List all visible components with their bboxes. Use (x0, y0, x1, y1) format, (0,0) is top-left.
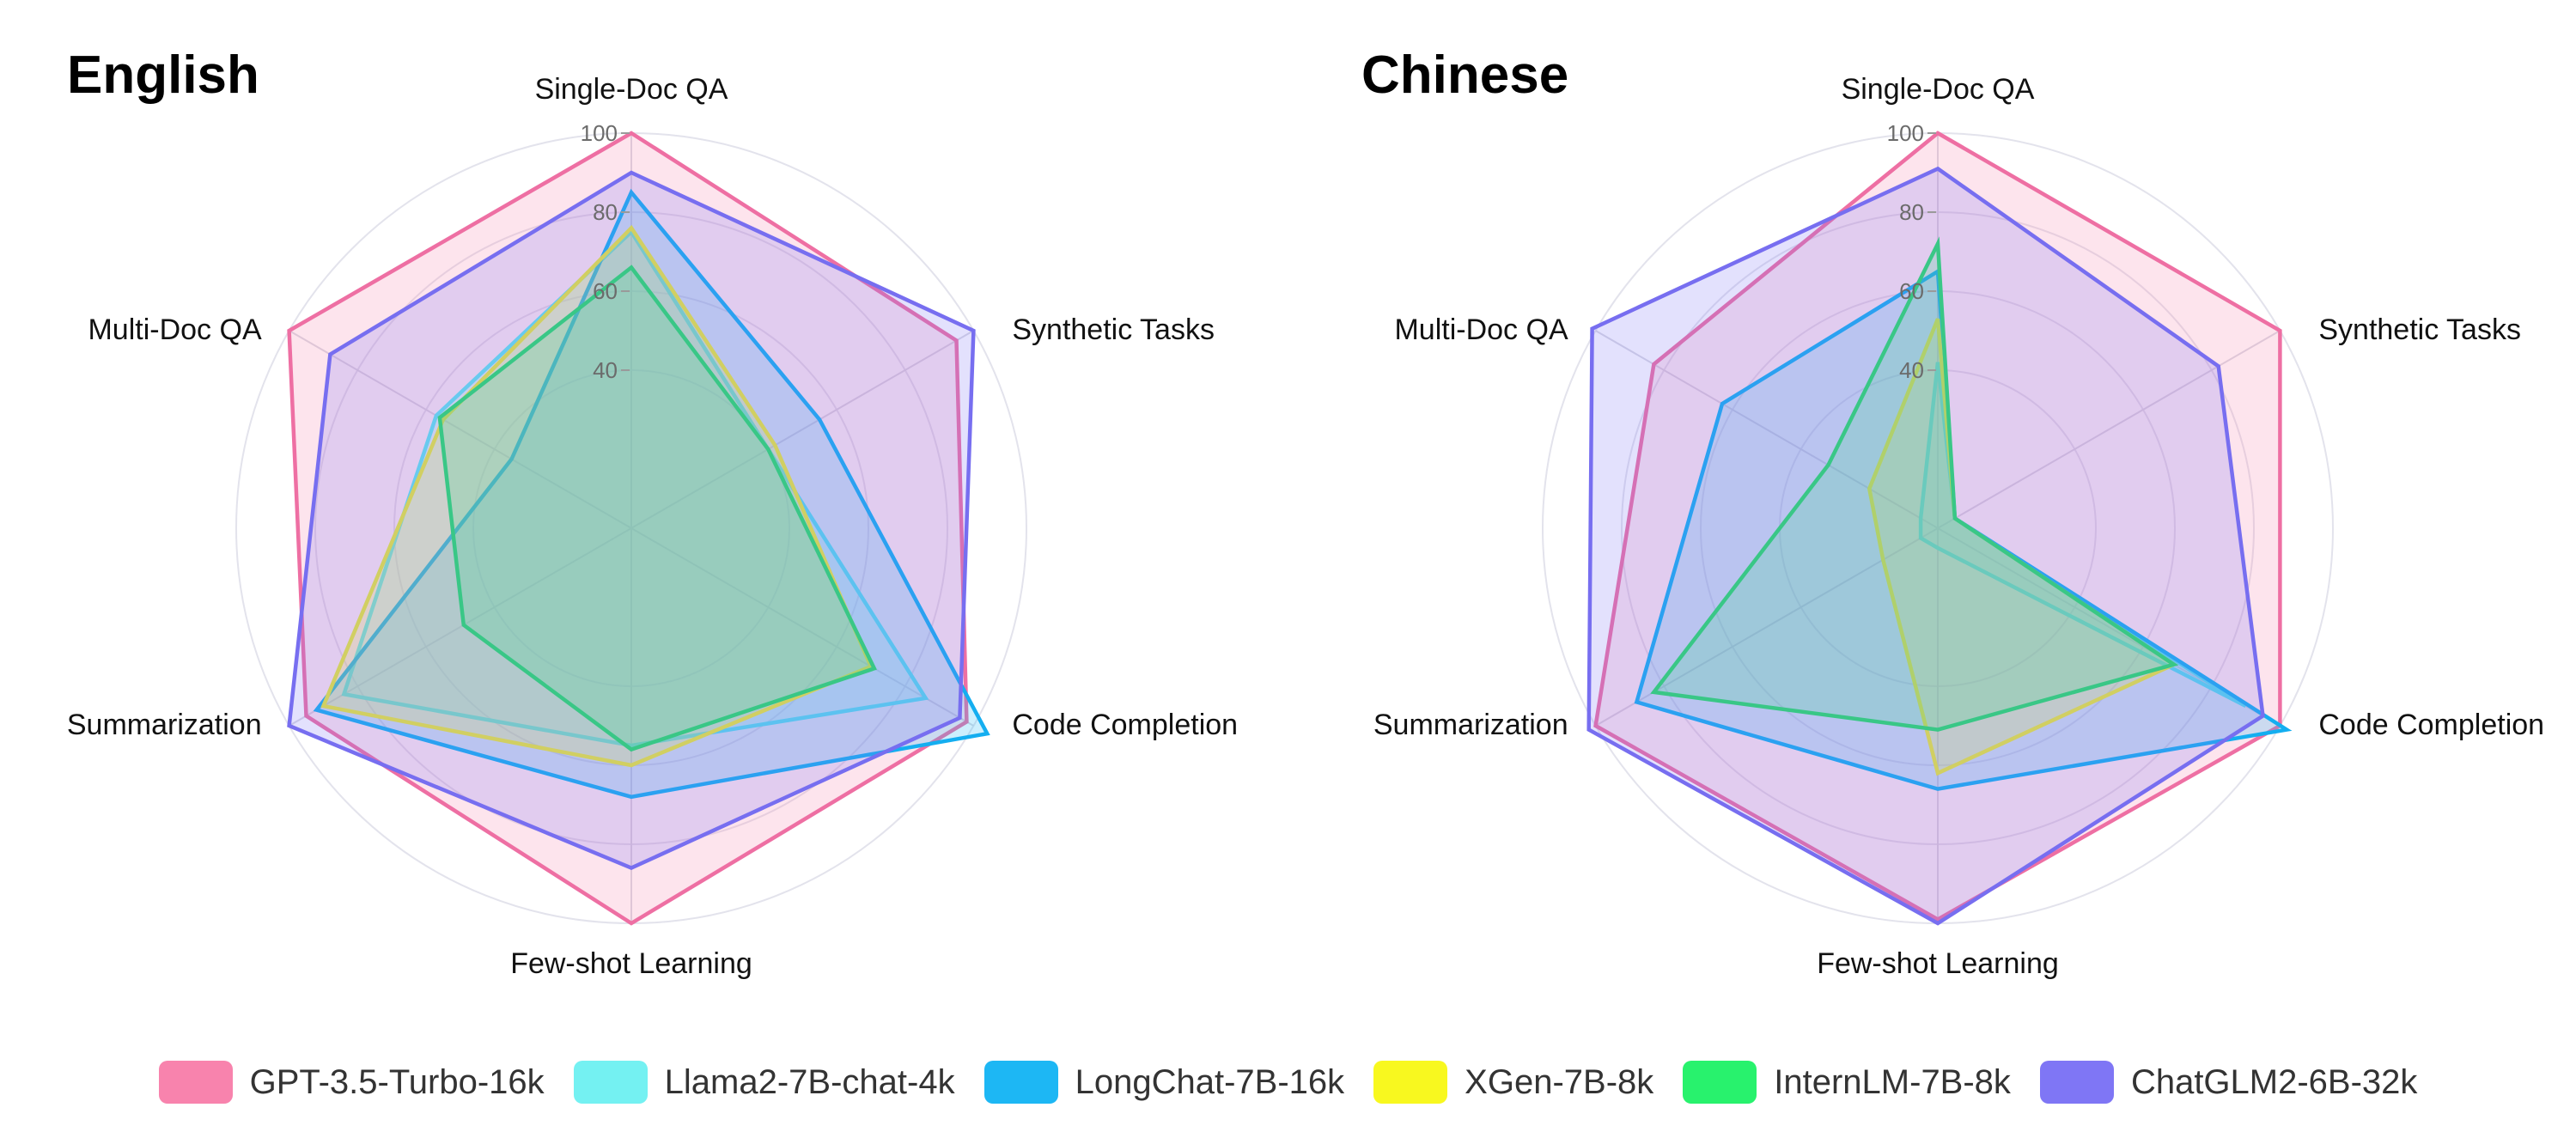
legend-label: Llama2-7B-chat-4k (664, 1062, 955, 1101)
tick-label-60: 60 (593, 278, 618, 304)
chinese-panel-title: Chinese (1361, 46, 1569, 105)
series-chatglm2-6b-32k (1586, 166, 2265, 926)
axis-label-synthetic-tasks: Synthetic Tasks (2318, 313, 2521, 346)
axis-label-summarization: Summarization (67, 709, 262, 741)
tick-label-100: 100 (1887, 120, 1924, 146)
tick-label-60: 60 (1899, 278, 1924, 304)
legend-swatch (573, 1061, 648, 1104)
axis-label-synthetic-tasks: Synthetic Tasks (1012, 313, 1215, 346)
axis-label-single-doc-qa: Single-Doc QA (1842, 73, 2035, 106)
legend-label: ChatGLM2-6B-32k (2130, 1062, 2418, 1101)
legend-swatch (1683, 1061, 1757, 1104)
axis-label-code-completion: Code Completion (1012, 709, 1238, 741)
series-gpt-3-5-turbo-16k (1593, 131, 2282, 922)
axis-label-multi-doc-qa: Multi-Doc QA (1394, 313, 1568, 346)
legend-label: XGen-7B-8k (1465, 1062, 1654, 1101)
legend-swatch (158, 1061, 233, 1104)
legend-swatch (984, 1061, 1058, 1104)
radar-panel-chinese: 40 60 80 100 Single-Doc QA Synthetic Tasks Cod… (1373, 73, 2544, 980)
legend-swatch (1373, 1061, 1448, 1104)
tick-label-80: 80 (593, 199, 618, 225)
legend-label: GPT-3.5-Turbo-16k (249, 1062, 545, 1101)
english-panel-title: English (67, 46, 259, 105)
axis-label-few-shot-learning: Few-shot Learning (1817, 947, 2059, 980)
axis-label-few-shot-learning: Few-shot Learning (510, 947, 752, 980)
legend-item-internlm-7b-8k[interactable]: InternLM-7B-8k (1683, 1061, 2011, 1104)
tick-label-80: 80 (1899, 199, 1924, 225)
tick-label-40: 40 (593, 357, 618, 383)
legend-item-llama2-7b-chat-4k[interactable]: Llama2-7B-chat-4k (573, 1061, 955, 1104)
radar-panel-english: 40 60 80 100 Single-Doc QA Synthetic Tasks Cod… (67, 73, 1238, 980)
series-gpt-3-5-turbo-16k (287, 131, 969, 926)
axis-label-single-doc-qa: Single-Doc QA (535, 73, 728, 106)
legend-swatch (2039, 1061, 2114, 1104)
legend-item-gpt-3-5-turbo-16k[interactable]: GPT-3.5-Turbo-16k (158, 1061, 545, 1104)
radar-charts: 40 60 80 100 Single-Doc QA Synthetic Tasks Cod… (67, 73, 2544, 980)
tick-label-40: 40 (1899, 357, 1924, 383)
axis-label-summarization: Summarization (1373, 709, 1568, 741)
axis-label-code-completion: Code Completion (2318, 709, 2544, 741)
tick-label-100: 100 (581, 120, 618, 146)
series-internlm-7b-8k (437, 265, 877, 752)
series-internlm-7b-8k (1650, 236, 2179, 732)
grid-spoke (630, 527, 974, 727)
series-chatglm2-6b-32k (287, 170, 976, 871)
legend-label: InternLM-7B-8k (1774, 1062, 2011, 1101)
legend-label: LongChat-7B-16k (1075, 1062, 1345, 1101)
series-longchat-7b-16k (313, 188, 990, 800)
axis-label-multi-doc-qa: Multi-Doc QA (88, 313, 261, 346)
grid-spoke (289, 330, 632, 529)
legend: GPT-3.5-Turbo-16k Llama2-7B-chat-4k LongCh… (0, 1055, 2576, 1110)
series-xgen-7b-8k (320, 224, 874, 768)
legend-item-xgen-7b-8k[interactable]: XGen-7B-8k (1373, 1061, 1653, 1104)
legend-item-longchat-7b-16k[interactable]: LongChat-7B-16k (984, 1061, 1345, 1104)
grid-spoke (1937, 330, 2281, 529)
legend-item-chatglm2-6b-32k[interactable]: ChatGLM2-6B-32k (2039, 1061, 2418, 1104)
grid-spoke (630, 330, 974, 529)
